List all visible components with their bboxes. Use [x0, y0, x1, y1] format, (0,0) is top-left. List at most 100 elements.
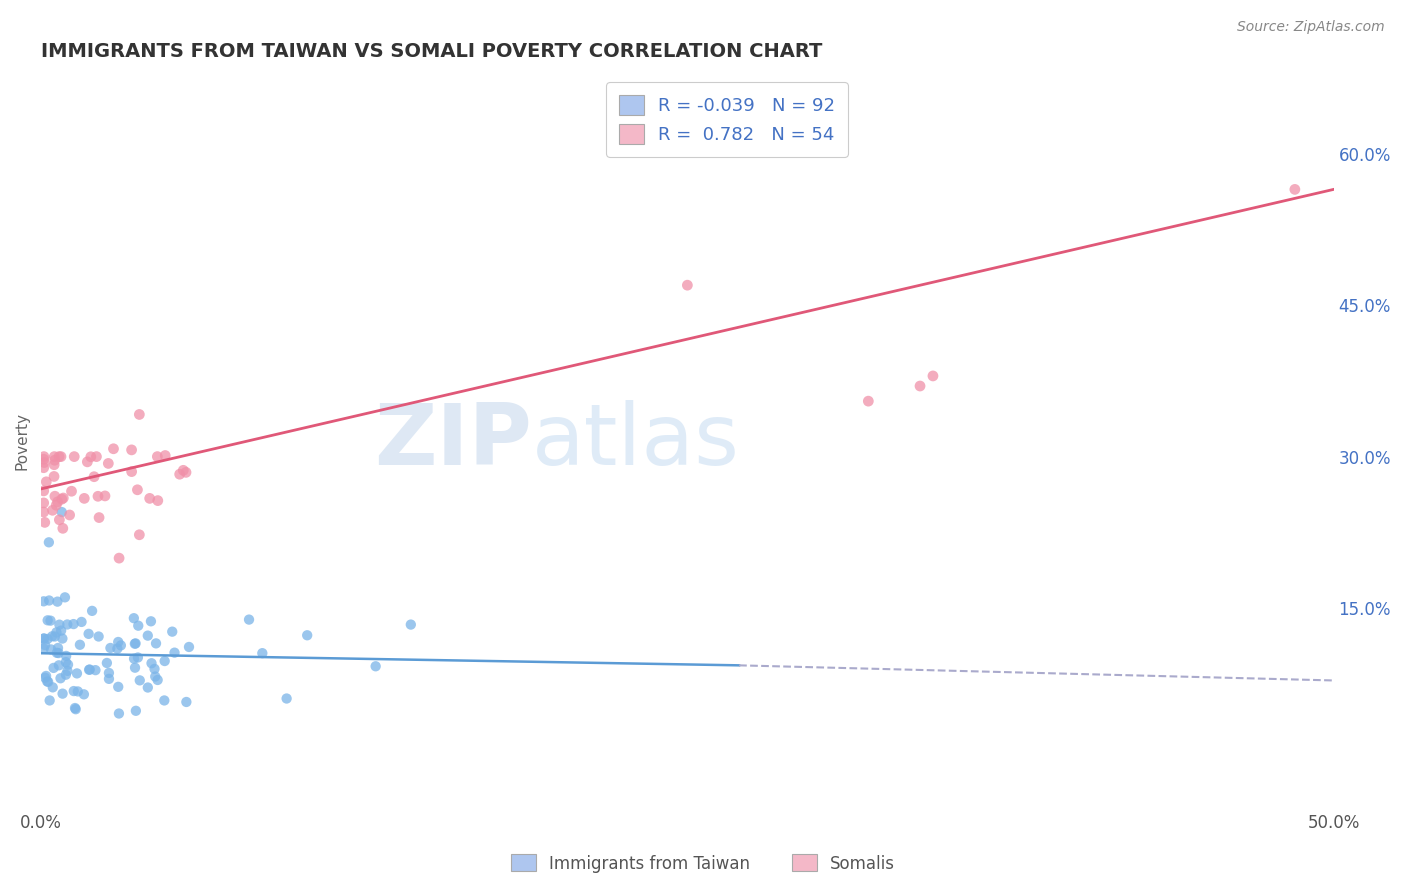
Point	[46, 594, 69, 608]
Point	[122, 611, 145, 625]
Point	[103, 442, 125, 456]
Point	[44, 458, 66, 472]
Point	[77, 663, 100, 677]
Point	[97, 665, 120, 680]
Text: Source: ZipAtlas.com: Source: ZipAtlas.com	[1237, 20, 1385, 34]
Point	[138, 491, 160, 506]
Point	[42, 661, 65, 675]
Point	[51, 687, 73, 701]
Point	[128, 408, 150, 422]
Point	[51, 632, 73, 646]
Point	[122, 651, 145, 665]
Point	[34, 638, 56, 652]
Point	[41, 503, 63, 517]
Point	[62, 617, 84, 632]
Point	[163, 646, 186, 660]
Point	[105, 641, 128, 656]
Point	[32, 641, 55, 656]
Point	[45, 646, 67, 660]
Point	[52, 491, 75, 505]
Point	[51, 505, 73, 519]
Point	[96, 656, 118, 670]
Point	[41, 629, 63, 643]
Point	[252, 646, 274, 660]
Point	[44, 489, 66, 503]
Point	[858, 394, 880, 409]
Text: IMMIGRANTS FROM TAIWAN VS SOMALI POVERTY CORRELATION CHART: IMMIGRANTS FROM TAIWAN VS SOMALI POVERTY…	[41, 42, 823, 61]
Point	[46, 495, 69, 509]
Point	[82, 604, 104, 618]
Point	[48, 658, 70, 673]
Point	[177, 640, 200, 654]
Point	[174, 466, 197, 480]
Point	[34, 671, 56, 685]
Point	[153, 654, 176, 668]
Point	[32, 496, 55, 510]
Point	[127, 483, 149, 497]
Point	[1284, 182, 1306, 196]
Point	[124, 637, 146, 651]
Point	[146, 673, 169, 687]
Point	[60, 484, 83, 499]
Point	[146, 450, 169, 464]
Point	[169, 467, 191, 482]
Point	[38, 535, 60, 549]
Point	[44, 453, 66, 467]
Point	[86, 450, 108, 464]
Point	[63, 701, 86, 715]
Point	[48, 617, 70, 632]
Point	[42, 681, 65, 695]
Point	[143, 669, 166, 683]
Point	[48, 513, 70, 527]
Point	[59, 508, 82, 522]
Point	[676, 278, 699, 293]
Point	[32, 632, 55, 646]
Point	[87, 510, 110, 524]
Point	[37, 613, 59, 627]
Point	[63, 450, 86, 464]
Point	[32, 505, 55, 519]
Legend: Immigrants from Taiwan, Somalis: Immigrants from Taiwan, Somalis	[505, 847, 901, 880]
Point	[39, 614, 62, 628]
Point	[295, 628, 318, 642]
Point	[108, 706, 131, 721]
Point	[276, 691, 298, 706]
Point	[121, 442, 143, 457]
Point	[49, 450, 72, 464]
Point	[143, 662, 166, 676]
Point	[70, 615, 93, 629]
Text: ZIP: ZIP	[374, 400, 533, 483]
Point	[49, 671, 72, 685]
Point	[108, 551, 131, 566]
Point	[32, 460, 55, 475]
Point	[46, 640, 69, 655]
Point	[94, 489, 117, 503]
Point	[56, 664, 79, 678]
Point	[32, 450, 55, 464]
Point	[136, 629, 159, 643]
Point	[66, 666, 89, 681]
Point	[55, 648, 77, 663]
Point	[87, 630, 110, 644]
Point	[79, 663, 101, 677]
Point	[35, 669, 58, 683]
Point	[77, 627, 100, 641]
Point	[32, 632, 55, 646]
Point	[52, 521, 75, 535]
Point	[49, 624, 72, 638]
Point	[125, 704, 148, 718]
Point	[35, 475, 58, 489]
Point	[399, 617, 422, 632]
Point	[32, 456, 55, 470]
Point	[32, 483, 55, 498]
Point	[55, 655, 77, 669]
Point	[176, 695, 198, 709]
Point	[37, 674, 59, 689]
Point	[146, 493, 169, 508]
Point	[139, 615, 162, 629]
Point	[107, 680, 129, 694]
Point	[107, 635, 129, 649]
Point	[65, 702, 87, 716]
Point	[100, 640, 122, 655]
Point	[76, 455, 98, 469]
